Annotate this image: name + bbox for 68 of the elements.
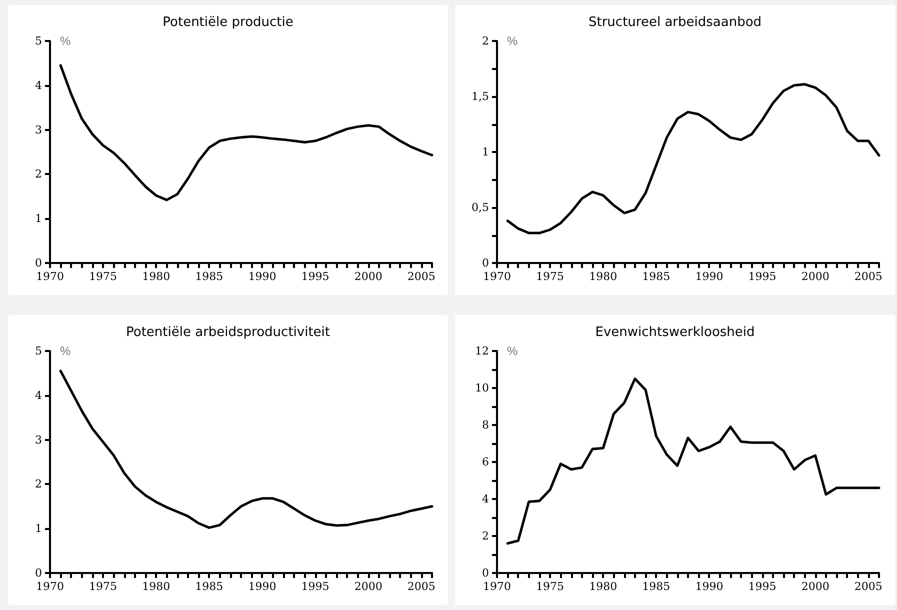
x-tick-label: 1985 (642, 580, 670, 593)
y-tick-label: 0 (482, 566, 489, 580)
x-tick-label: 1990 (248, 270, 276, 283)
x-tick-label: 1975 (536, 580, 564, 593)
x-tick-label: 2000 (801, 580, 830, 593)
y-tick-label: 3 (35, 123, 42, 136)
y-tick-label: 1 (35, 212, 42, 226)
y-tick-label: 4 (35, 388, 42, 402)
y-tick-label: 0,5 (472, 201, 489, 214)
x-tick-label: 1985 (195, 270, 224, 283)
x-tick-label: 1995 (301, 270, 330, 283)
chart-title: Structureel arbeidsaanbod (588, 15, 762, 30)
y-tick-label: 5 (35, 344, 42, 358)
x-tick-label: 2005 (854, 270, 882, 283)
line-series (59, 370, 434, 529)
y-axis-title: % (507, 344, 518, 358)
y-tick-label: 4 (35, 78, 42, 92)
y-tick-label: 3 (35, 433, 42, 446)
x-tick-label: 1975 (89, 270, 118, 283)
x-tick-label: 2005 (407, 270, 436, 283)
y-tick-label: 2 (482, 530, 489, 542)
x-tick-label: 1995 (301, 580, 330, 593)
x-tick-label: 1970 (483, 270, 511, 283)
y-tick-label: 1 (35, 522, 42, 536)
y-tick-label: 6 (482, 456, 489, 468)
x-tick-label: 1995 (748, 270, 776, 283)
y-tick-label: 1 (482, 146, 489, 158)
y-tick-label: 2 (35, 168, 42, 181)
x-tick-label: 1970 (36, 270, 64, 283)
x-tick-label: 1980 (142, 580, 170, 593)
chart-title: Potentiële arbeidsproductiviteit (126, 325, 330, 340)
y-tick-label: 1,5 (472, 90, 489, 103)
y-tick-label: 4 (482, 492, 489, 506)
x-tick-label: 2000 (354, 270, 382, 283)
chart-title: Potentiële productie (162, 15, 294, 30)
y-tick-label: 8 (482, 418, 489, 432)
chart-title: Evenwichtswerkloosheid (595, 325, 755, 340)
x-tick-label: 1990 (695, 580, 724, 593)
x-tick-label: 1995 (748, 580, 776, 593)
x-tick-label: 1990 (695, 270, 724, 283)
x-tick-label: 1985 (195, 580, 224, 593)
y-axis-title: % (60, 344, 71, 358)
x-tick-label: 1985 (642, 270, 670, 283)
x-tick-label: 2005 (407, 580, 436, 593)
line-series (59, 64, 434, 202)
y-axis-title: % (507, 34, 518, 48)
x-tick-label: 2000 (801, 270, 830, 283)
x-tick-label: 1970 (483, 580, 511, 593)
line-series (506, 83, 880, 234)
y-tick-label: 10 (475, 382, 489, 394)
y-axis-title: % (60, 34, 71, 48)
x-tick-label: 1990 (248, 580, 276, 593)
x-tick-label: 2005 (854, 580, 882, 593)
y-tick-label: 2 (35, 478, 42, 491)
y-tick-label: 0 (482, 256, 489, 270)
x-tick-label: 1980 (589, 270, 618, 283)
x-tick-label: 1975 (89, 580, 118, 593)
x-tick-label: 1980 (589, 580, 618, 593)
y-tick-label: 2 (482, 34, 489, 48)
x-tick-label: 1975 (536, 270, 564, 283)
y-tick-label: 0 (35, 256, 42, 270)
y-tick-label: 0 (35, 566, 42, 580)
x-tick-label: 1980 (142, 270, 170, 283)
x-tick-label: 2000 (354, 580, 382, 593)
y-tick-label: 12 (475, 344, 489, 358)
y-tick-label: 5 (35, 34, 42, 48)
line-series (506, 378, 880, 545)
x-tick-label: 1970 (36, 580, 64, 593)
